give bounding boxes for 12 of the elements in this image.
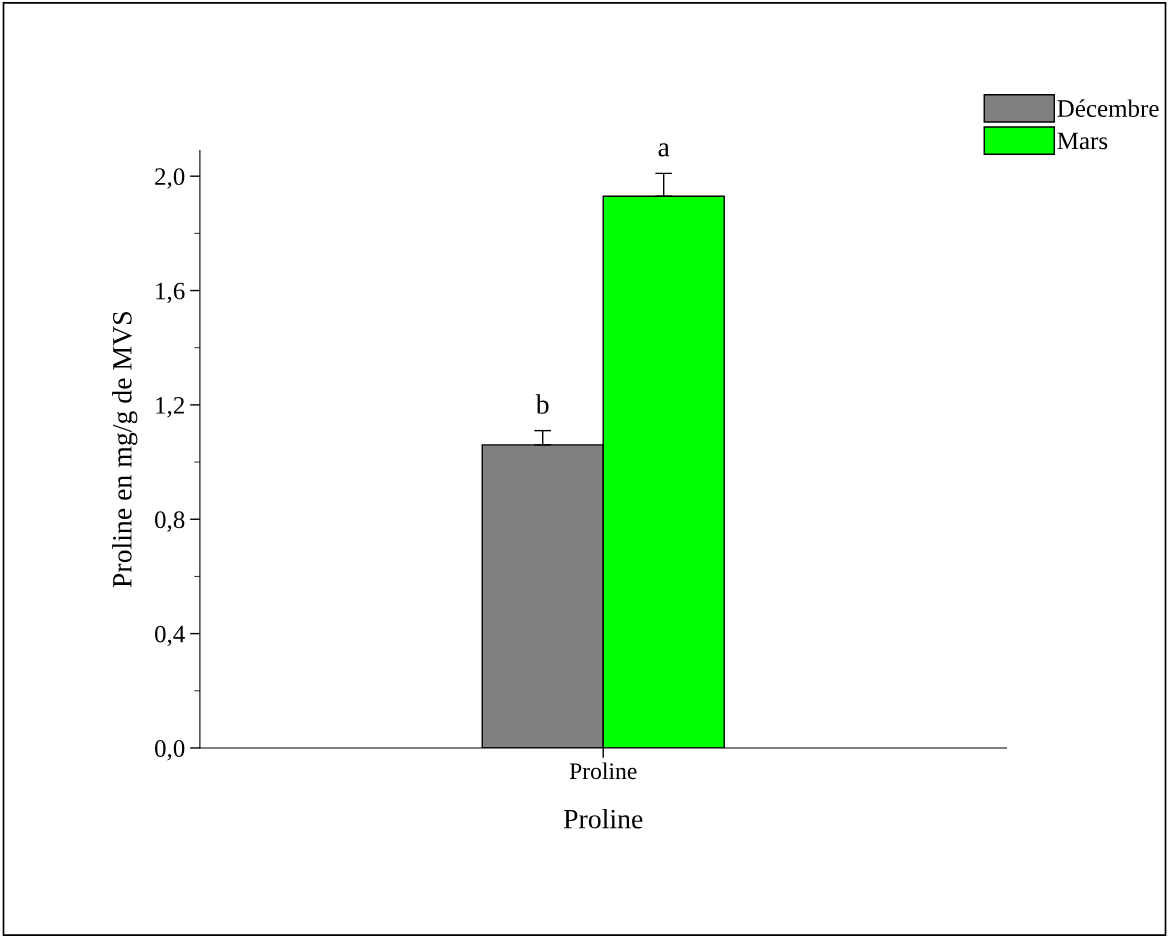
x-axis-title: Proline <box>563 808 643 829</box>
y-tick-label: 0,4 <box>155 625 185 647</box>
y-tick-label: 2,0 <box>155 168 185 189</box>
y-tick-label: 0,0 <box>155 740 185 761</box>
y-axis-title: Proline en mg/g de MVS <box>112 312 138 588</box>
legend-label: Mars <box>1057 132 1108 150</box>
y-tick-label: 1,2 <box>156 397 184 418</box>
annotation: b <box>535 394 549 414</box>
annotation: a <box>658 143 670 157</box>
y-tick-label: 1,6 <box>156 282 185 304</box>
legend-label: Décembre <box>1057 99 1159 117</box>
y-tick-label: 0,8 <box>155 511 185 532</box>
